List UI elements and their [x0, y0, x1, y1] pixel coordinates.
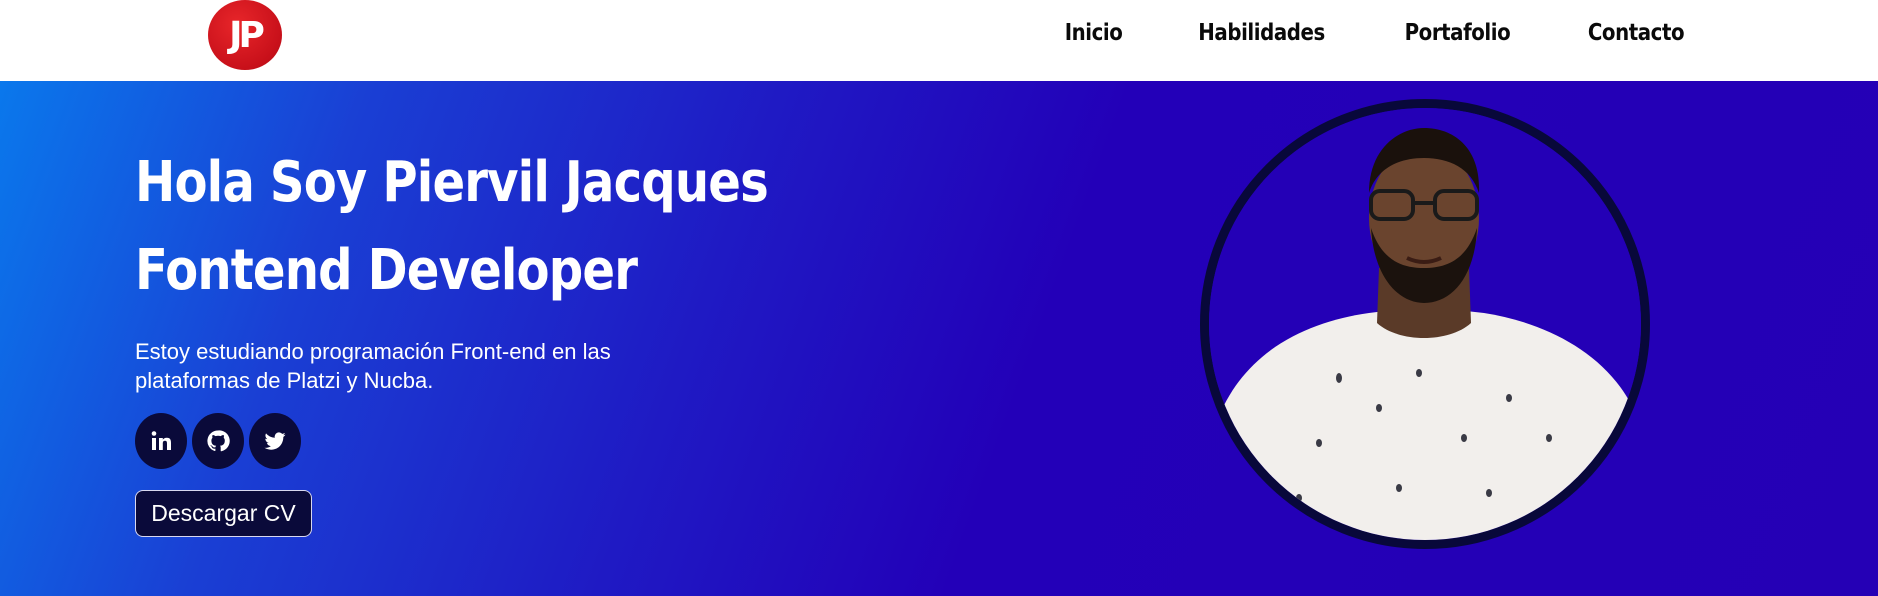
- linkedin-icon: [151, 431, 171, 450]
- profile-portrait: [1209, 108, 1641, 540]
- linkedin-button[interactable]: [135, 413, 187, 469]
- hero-section: Hola Soy Piervil Jacques Fontend Develop…: [0, 81, 1878, 596]
- logo[interactable]: JP: [208, 0, 282, 70]
- twitter-button[interactable]: [249, 413, 301, 469]
- twitter-icon: [264, 432, 286, 450]
- hero-description: Estoy estudiando programación Front-end …: [135, 339, 611, 393]
- hero-title: Hola Soy Piervil Jacques Fontend Develop…: [135, 139, 769, 315]
- nav-inicio[interactable]: Inicio: [1064, 20, 1123, 46]
- logo-text: JP: [229, 14, 265, 56]
- nav-contacto[interactable]: Contacto: [1587, 20, 1685, 46]
- github-button[interactable]: [192, 413, 244, 469]
- profile-photo: [1200, 99, 1650, 549]
- nav-portafolio[interactable]: Portafolio: [1404, 20, 1511, 46]
- social-links: [135, 413, 301, 469]
- github-icon: [207, 430, 230, 452]
- nav-habilidades[interactable]: Habilidades: [1198, 20, 1325, 46]
- hero-title-line2: Fontend Developer: [135, 238, 638, 303]
- main-nav: Inicio Habilidades Portafolio Contacto: [1060, 20, 1692, 46]
- site-header: JP Inicio Habilidades Portafolio Contact…: [0, 0, 1878, 81]
- hero-title-line1: Hola Soy Piervil Jacques: [135, 150, 769, 215]
- download-cv-button[interactable]: Descargar CV: [135, 490, 312, 537]
